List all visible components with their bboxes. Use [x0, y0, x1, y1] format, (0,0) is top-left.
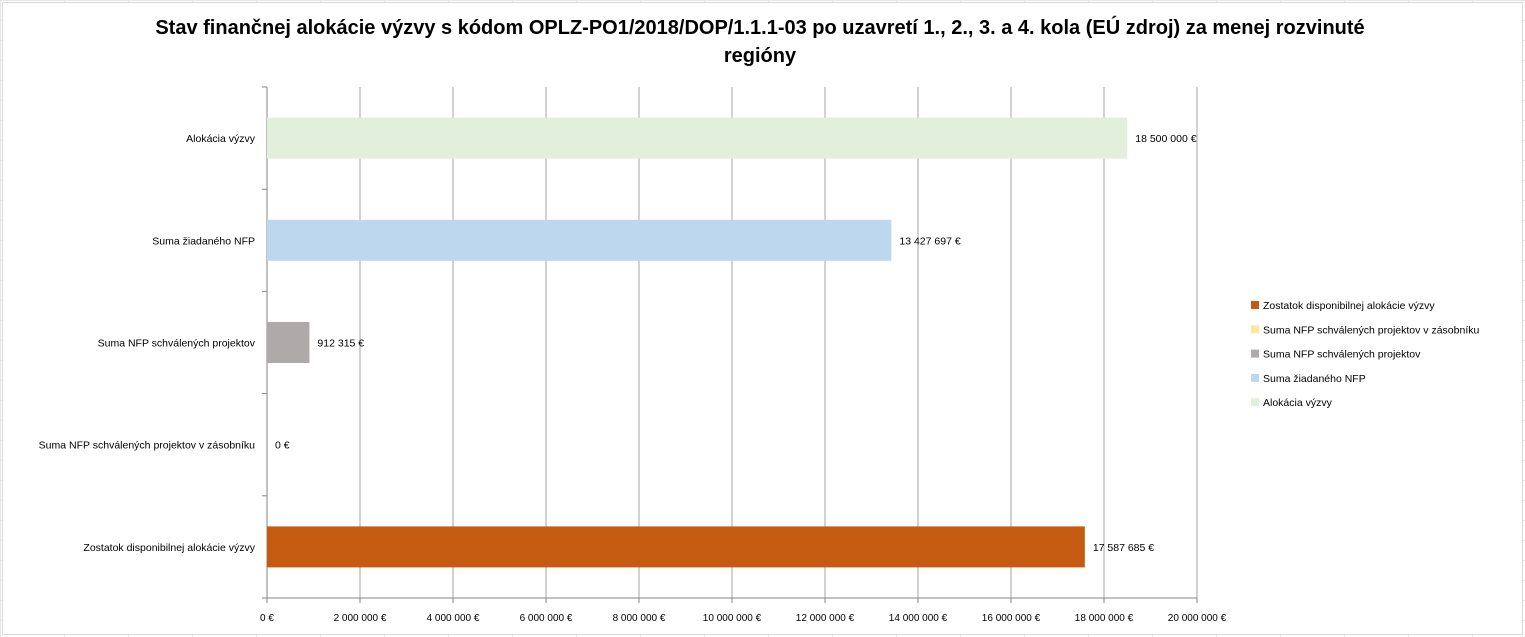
data-label: 912 315 €	[317, 338, 364, 350]
legend-swatch	[1251, 301, 1259, 309]
x-tick-label: 16 000 000 €	[982, 613, 1041, 624]
legend-label: Suma NFP schválených projektov	[1263, 349, 1421, 361]
x-tick-label: 4 000 000 €	[427, 613, 480, 624]
x-tick-label: 6 000 000 €	[520, 613, 573, 624]
legend-swatch	[1251, 373, 1259, 382]
x-tick-label: 8 000 000 €	[613, 613, 666, 624]
legend-swatch	[1251, 398, 1259, 407]
x-tick-label: 10 000 000 €	[703, 613, 762, 624]
chart-title: Stav finančnej alokácie výzvy s kódom OP…	[155, 17, 1365, 67]
x-tick-label: 14 000 000 €	[889, 613, 948, 624]
legend-label: Alokácia výzvy	[1263, 397, 1333, 409]
legend-swatch	[1251, 325, 1259, 334]
bar	[267, 526, 1085, 568]
data-label: 17 587 685 €	[1093, 542, 1154, 554]
data-label: 0 €	[275, 440, 290, 452]
category-label: Alokácia výzvy	[186, 133, 256, 145]
x-tick-label: 0 €	[260, 613, 274, 624]
data-label: 13 427 697 €	[899, 235, 960, 247]
category-label: Zostatok disponibilnej alokácie výzvy	[83, 542, 255, 554]
x-tick-label: 20 000 000 €	[1168, 613, 1227, 624]
bar	[267, 322, 310, 363]
bar	[267, 219, 892, 261]
legend-label: Zostatok disponibilnej alokácie výzvy	[1263, 300, 1435, 312]
legend-label: Suma žiadaného NFP	[1263, 373, 1366, 385]
category-label: Suma žiadaného NFP	[152, 235, 255, 247]
x-tick-label: 2 000 000 €	[334, 613, 387, 624]
legend-swatch	[1251, 349, 1259, 358]
category-label: Suma NFP schválených projektov	[98, 338, 256, 350]
legend-label: Suma NFP schválených projektov v zásobní…	[1263, 324, 1479, 336]
category-label: Suma NFP schválených projektov v zásobní…	[39, 440, 255, 452]
x-tick-label: 12 000 000 €	[796, 613, 855, 624]
bar	[267, 117, 1128, 159]
data-label: 18 500 000 €	[1135, 133, 1196, 145]
x-tick-label: 18 000 000 €	[1075, 613, 1134, 624]
